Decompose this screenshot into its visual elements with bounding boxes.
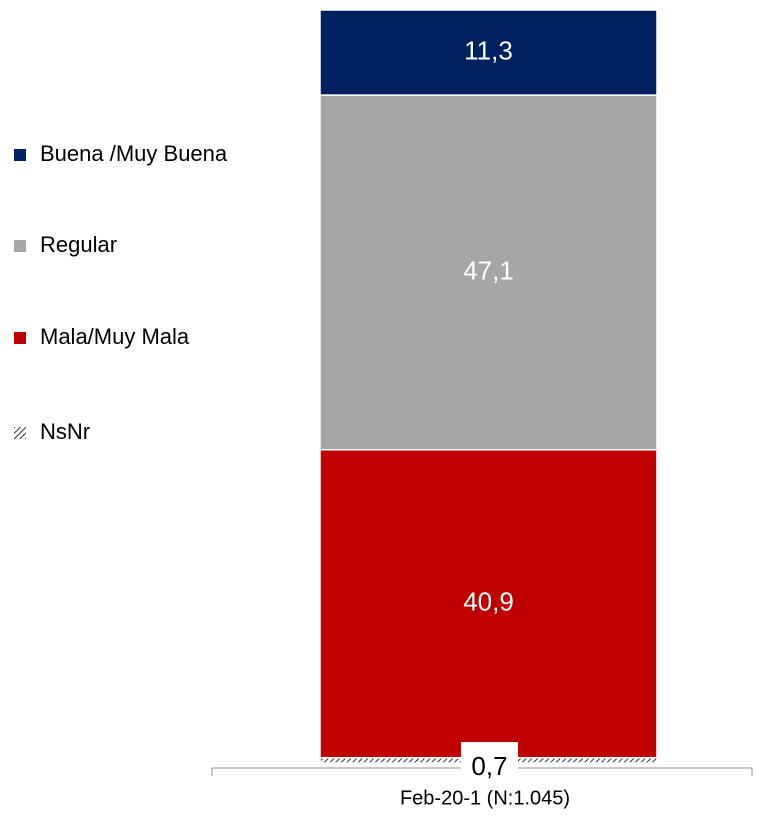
data-label: 11,3: [464, 35, 513, 65]
legend-label: NsNr: [40, 419, 90, 444]
legend-label: Mala/Muy Mala: [40, 324, 190, 349]
legend-swatch: [14, 149, 26, 161]
data-label: 40,9: [463, 587, 514, 617]
legend-swatch: [14, 240, 26, 252]
data-label: 0,7: [471, 751, 507, 781]
data-label: 47,1: [463, 255, 514, 285]
legend-swatch: [14, 427, 26, 439]
x-tick-label: Feb-20-1 (N:1.045): [400, 787, 570, 809]
bar-segment: [319, 9, 658, 96]
bar-segment: [319, 94, 658, 451]
legend-label: Regular: [40, 232, 117, 257]
legend-swatch: [14, 332, 26, 344]
label-box: [461, 742, 518, 790]
legend-label: Buena /Muy Buena: [40, 141, 228, 166]
bar-segment: [319, 449, 658, 759]
